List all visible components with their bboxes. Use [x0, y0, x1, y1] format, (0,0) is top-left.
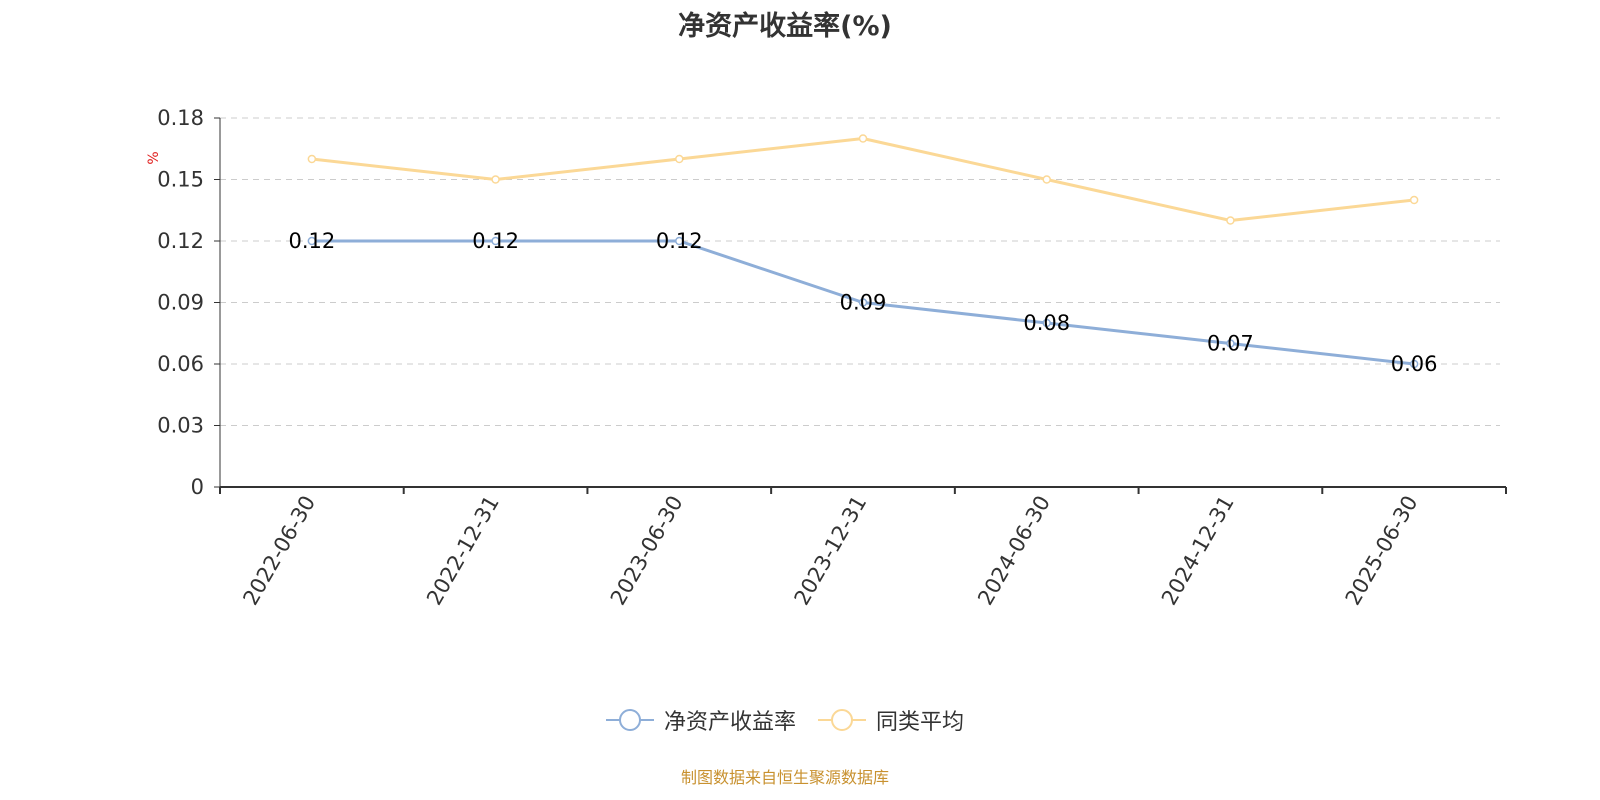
- x-tick-label: 2023-06-30: [606, 492, 688, 610]
- y-tick-label: 0.06: [157, 352, 204, 376]
- y-tick-label: 0.09: [157, 291, 204, 315]
- axes: 0 0.03 0.06 0.09 0.12 0.15 0.18% 2022-06-30 2022…: [146, 106, 1507, 610]
- data-label: 0.12: [288, 229, 335, 253]
- data-source-note: 制图数据来自恒生聚源数据库: [680, 768, 889, 787]
- data-point: [1409, 195, 1419, 205]
- legend-peer-average-line-circle-icon: [818, 709, 866, 731]
- y-tick-label: 0: [191, 475, 204, 499]
- data-point: [1042, 318, 1051, 328]
- legend-item-roe[interactable]: 净资产收益率: [605, 704, 796, 736]
- y-tick-label: 0.03: [157, 414, 204, 438]
- data-label: 0.12: [656, 229, 703, 253]
- data-point: [858, 134, 868, 143]
- data-point: [491, 175, 500, 184]
- y-unit-label: %: [146, 151, 162, 164]
- data-point: [675, 154, 684, 164]
- legend-item-peer-average[interactable]: 同类平均: [818, 704, 964, 736]
- y-tick-label: 0.18: [157, 106, 204, 130]
- data-point: [1226, 339, 1235, 348]
- data-point: [675, 236, 684, 246]
- series-lines: [307, 134, 1419, 369]
- data-point: [307, 236, 317, 246]
- data-point: [1042, 175, 1051, 184]
- data-label: 0.06: [1391, 352, 1438, 376]
- y-tick-label: 0.15: [157, 168, 204, 192]
- x-tick-label: 2024-06-30: [973, 492, 1055, 610]
- legend-label-roe: 净资产收益率: [663, 710, 796, 735]
- y-tick-label: 0.12: [157, 229, 204, 253]
- legend-roe-line-circle-icon: [605, 709, 654, 731]
- data-labels: 0.12 0.12 0.12 0.09 0.08 0.07 0.06: [288, 229, 1437, 376]
- data-label: 0.07: [1207, 332, 1254, 356]
- legend: 净资产收益率 同类平均: [0, 704, 1570, 736]
- x-tick-label: 2022-12-31: [422, 491, 504, 609]
- data-point: [307, 154, 317, 164]
- data-label: 0.08: [1023, 311, 1070, 335]
- x-tick-label: 2022-06-30: [238, 492, 320, 610]
- x-tick-label: 2025-06-30: [1341, 492, 1423, 610]
- data-point: [858, 298, 868, 307]
- chart-title: 净资产收益率(%): [678, 11, 892, 42]
- x-tick-label: 2023-12-31: [790, 492, 872, 610]
- data-point: [491, 236, 500, 246]
- data-label: 0.12: [472, 229, 519, 253]
- data-label: 0.09: [840, 291, 887, 315]
- x-tick-label: 2024-12-31: [1157, 492, 1239, 610]
- data-point: [1226, 216, 1235, 225]
- grid-lines: [220, 117, 1500, 426]
- legend-label-peer-average: 同类平均: [876, 710, 965, 735]
- data-point: [1409, 359, 1419, 369]
